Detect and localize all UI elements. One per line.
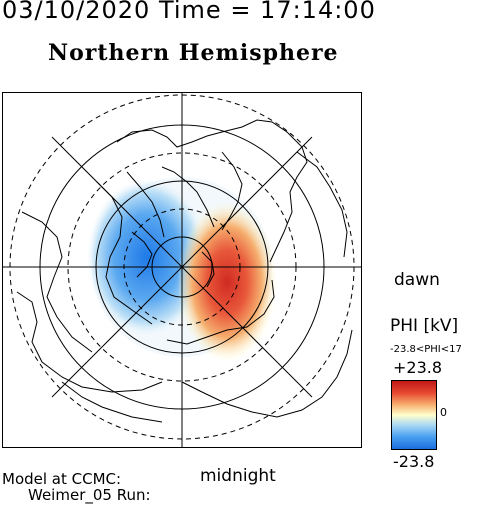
timestamp: 03/10/2020 Time = 17:14:00 [2,0,376,24]
hemisphere-title: Northern Hemisphere [48,40,339,66]
colorbar [391,380,437,450]
colorbar-max-label: +23.8 [393,358,443,377]
dusk-convection-cell [87,179,207,335]
polar-map [2,92,362,448]
dawn-label: dawn [394,270,440,290]
colorbar-range-text: -23.8<PHI<17 [390,344,462,355]
colorbar-min-label: -23.8 [393,452,435,471]
colorbar-zero-label: 0 [440,406,447,419]
meridian-lines [2,92,362,448]
colorbar-title: PHI [kV] [390,316,459,336]
dawn-convection-cell [177,202,277,362]
run-label: Weimer_05 Run: [28,486,151,504]
model-label: Model at CCMC: [2,470,122,488]
midnight-label: midnight [200,466,276,486]
coastlines [16,119,353,423]
